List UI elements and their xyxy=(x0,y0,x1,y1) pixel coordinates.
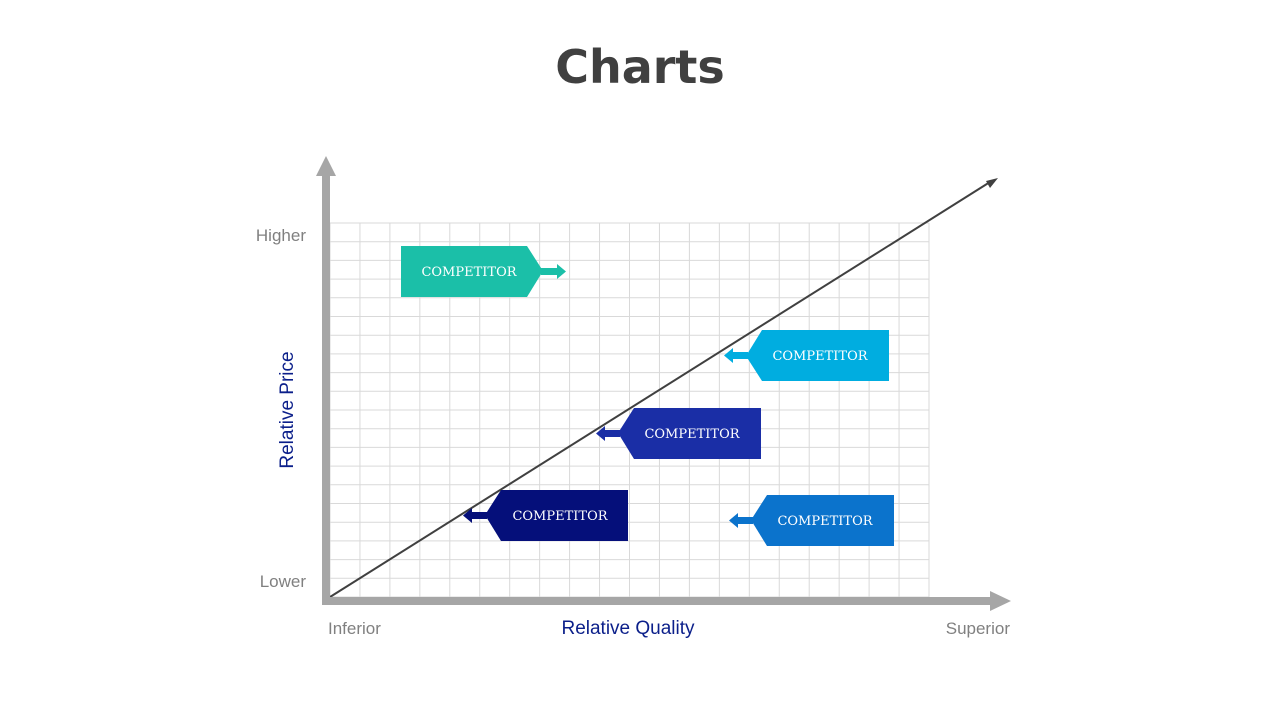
competitor-tag-5-shape xyxy=(751,495,894,546)
arrow-left-icon xyxy=(724,348,748,363)
trend-arrowhead-icon xyxy=(986,178,998,188)
arrow-left-icon xyxy=(729,513,753,528)
competitor-tag-5-label: COMPETITOR xyxy=(777,514,873,529)
arrow-left-icon xyxy=(596,426,620,441)
x-high-label: Superior xyxy=(946,619,1011,638)
competitor-tag-4-label: COMPETITOR xyxy=(512,509,608,524)
y-axis-arrow-icon xyxy=(316,156,336,176)
competitor-tag-1: COMPETITOR xyxy=(401,246,566,297)
competitor-tag-3-label: COMPETITOR xyxy=(644,427,740,442)
trend-line xyxy=(329,181,991,598)
y-axis xyxy=(322,172,330,604)
page-title: Charts xyxy=(555,40,725,94)
y-high-label: Higher xyxy=(256,226,306,245)
x-axis xyxy=(322,597,992,605)
x-low-label: Inferior xyxy=(328,619,381,638)
arrow-right-icon xyxy=(541,264,566,279)
arrow-left-icon xyxy=(463,508,487,523)
competitor-tag-2: COMPETITOR xyxy=(724,330,889,381)
competitor-tag-3: COMPETITOR xyxy=(596,408,761,459)
competitor-tag-4-shape xyxy=(485,490,628,541)
y-axis-title: Relative Price xyxy=(277,351,298,468)
competitor-tag-2-shape xyxy=(746,330,889,381)
x-axis-arrow-icon xyxy=(990,591,1011,611)
competitor-tag-1-shape xyxy=(401,246,543,297)
competitor-tag-4: COMPETITOR xyxy=(463,490,628,541)
competitor-tag-3-shape xyxy=(618,408,761,459)
competitor-tag-2-label: COMPETITOR xyxy=(772,349,868,364)
competitor-tag-1-label: COMPETITOR xyxy=(421,265,517,280)
y-low-label: Lower xyxy=(260,572,307,591)
competitor-tag-5: COMPETITOR xyxy=(729,495,894,546)
x-axis-title: Relative Quality xyxy=(561,618,695,639)
